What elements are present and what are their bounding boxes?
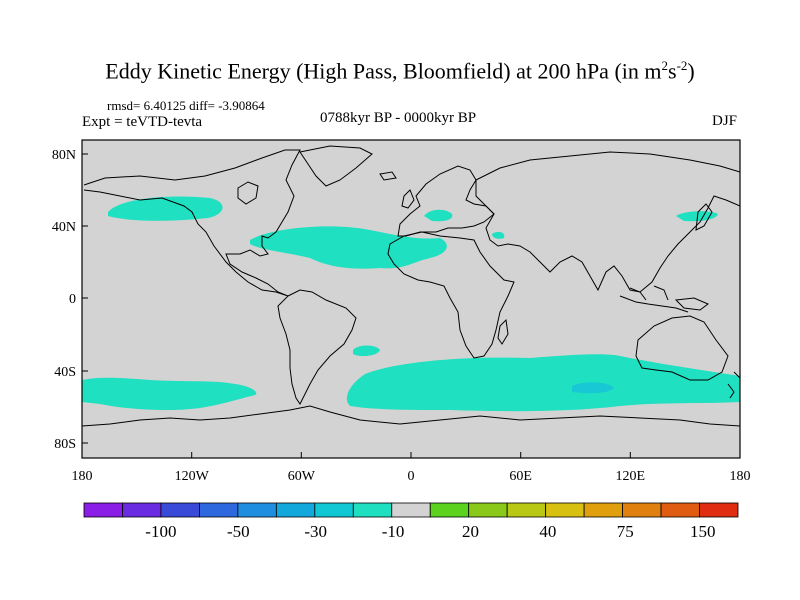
colorbar-swatch [352,502,393,518]
y-tick-label: 80N [52,148,76,163]
period-label: 0788kyr BP - 0000kyr BP [320,110,477,126]
y-tick-label: 0 [69,292,76,307]
coast-new-guinea [674,297,709,311]
colorbar-label: -10 [381,522,405,541]
chart-title: Eddy Kinetic Energy (High Pass, Bloomfie… [0,58,800,84]
colorbar-label: -100 [145,522,177,541]
fill-europe [424,209,453,222]
colorbar-swatch [83,502,123,518]
experiment-label: Expt = teVTD-tevta [82,114,203,130]
fill-south-atlantic-blob [353,345,380,357]
coast-madagascar [497,318,509,345]
colorbar-swatch [545,502,585,518]
coast-asia [475,151,741,293]
colorbar-swatch [660,502,700,518]
title-unit-exp1: 2 [661,58,669,73]
season-label: DJF [712,113,738,129]
fill-south-pacific-band [82,377,257,411]
coast-north-america [83,149,301,297]
coast-new-zealand [727,371,741,399]
fill-indian-ocean-core [572,382,614,394]
colorbar-label: 150 [689,522,716,541]
x-axis-ticks [81,452,741,458]
y-axis-ticks [82,153,88,444]
coast-iceland [379,171,397,181]
colorbar-swatch [468,502,508,518]
colorbar-swatch [506,502,547,518]
coast-british-isles [401,189,415,209]
colorbar-swatch [122,502,162,518]
coast-japan [695,203,713,231]
fill-east-med [492,231,505,239]
colorbar-swatch [199,502,239,518]
coast-africa [387,231,515,359]
colorbar-swatch [391,502,431,518]
map-background [82,140,740,458]
coastlines [81,145,741,427]
colorbar-label: -30 [304,522,328,541]
colorbar [83,502,739,518]
colorbar-swatch [314,502,354,518]
colorbar-label: -50 [226,522,250,541]
x-tick-label: 60E [509,469,532,484]
x-tick-label: 0 [408,469,415,484]
y-tick-label: 40S [54,365,76,380]
y-tick-label: 80S [54,437,76,452]
fill-northwest-pacific [676,211,718,222]
colorbar-swatch [699,502,739,518]
colorbar-swatch [160,502,200,518]
title-unit-exp2: -2 [676,58,688,73]
colorbar-swatch [237,502,277,518]
title-unit-s: s [668,58,677,84]
stats-label: rmsd= 6.40125 diff= -3.90864 [107,98,265,113]
title-close: ) [687,58,695,84]
fill-north-atlantic-africa [250,226,447,269]
y-axis-labels: 80N 40N 0 40S 80S [52,148,76,452]
colorbar-label: 20 [462,522,479,541]
colorbar-swatch [429,502,470,518]
colorbar-label: 40 [539,522,557,541]
coast-indonesia [619,285,689,313]
fill-southern-ocean-band [346,354,740,412]
coast-hudson-bay [237,181,259,205]
y-tick-label: 40N [52,220,76,235]
x-tick-label: 180 [730,469,751,484]
coast-greenland [299,145,373,187]
colorbar-label: 75 [616,522,634,541]
colorbar-swatch [622,502,662,518]
x-tick-label: 120E [616,469,646,484]
x-axis-labels: 180 120W 60W 0 60E 120E 180 [72,469,751,484]
coast-south-america [277,289,357,405]
colorbar-swatch [583,502,623,518]
x-tick-label: 120W [175,469,210,484]
x-tick-label: 180 [72,469,93,484]
title-text: Eddy Kinetic Energy (High Pass, Bloomfie… [105,58,662,84]
coast-australia [635,315,729,381]
x-tick-label: 60W [288,469,316,484]
coast-europe [397,165,495,237]
colorbar-swatch [275,502,316,518]
coast-antarctica [81,405,741,427]
